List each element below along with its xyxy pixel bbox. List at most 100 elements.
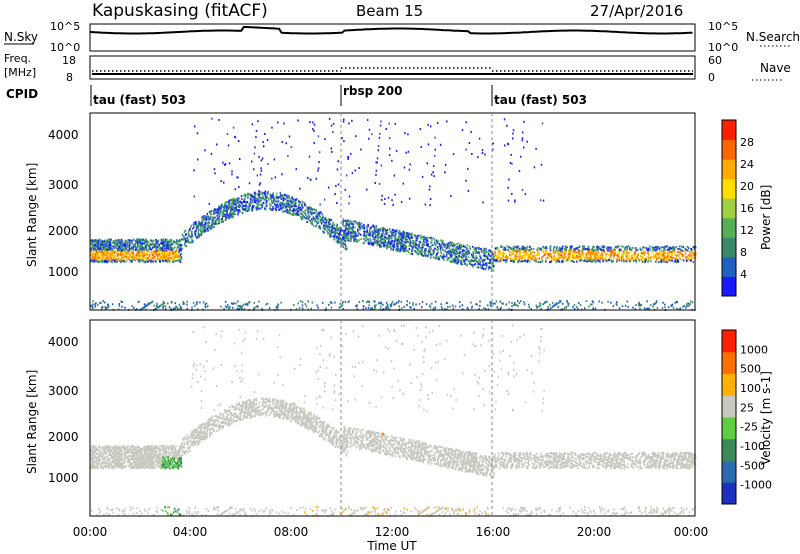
echo-point <box>662 246 665 249</box>
echo-point <box>260 196 262 199</box>
echo-point <box>435 239 438 242</box>
echo-point <box>514 250 517 253</box>
echo-point <box>180 248 182 251</box>
echo-point <box>567 258 569 261</box>
echo-point <box>439 245 441 248</box>
echo-point <box>359 223 361 226</box>
echo-point <box>654 255 657 258</box>
echo-point <box>545 246 547 249</box>
echo-point <box>524 259 526 262</box>
echo-point <box>223 209 226 212</box>
echo-point <box>606 247 608 250</box>
echo-point <box>345 224 348 227</box>
echo-point <box>227 303 229 306</box>
echo-point <box>575 254 578 257</box>
echo-point <box>136 308 138 311</box>
echo-point <box>203 230 206 233</box>
echo-point <box>176 306 179 309</box>
echo-point <box>274 202 276 205</box>
echo-point <box>310 222 312 225</box>
echo-point <box>98 244 101 247</box>
echo-point <box>123 245 126 248</box>
echo-point <box>663 258 665 261</box>
echo-point <box>401 243 404 246</box>
echo-point <box>204 222 207 225</box>
echo-point <box>158 245 161 248</box>
echo-point <box>366 237 368 240</box>
echo-point <box>238 204 240 207</box>
echo-point <box>526 247 528 250</box>
echo-point <box>144 261 147 264</box>
echo-point <box>225 216 227 219</box>
echo-point <box>459 246 462 249</box>
echo-point <box>560 253 563 256</box>
echo-point <box>529 248 531 251</box>
echo-point <box>612 260 614 263</box>
echo-point <box>476 256 478 259</box>
echo-point <box>456 245 459 248</box>
echo-point <box>270 195 272 198</box>
echo-point <box>316 216 319 219</box>
echo-point <box>228 199 230 202</box>
echo-point <box>272 205 274 208</box>
echo-point <box>325 220 328 223</box>
echo-point <box>236 201 238 204</box>
echo-point <box>238 206 241 209</box>
echo-point <box>369 233 371 236</box>
echo-point <box>343 224 345 227</box>
echo-point <box>506 257 509 260</box>
echo-point <box>332 222 334 225</box>
echo-point <box>587 247 589 250</box>
echo-point <box>111 251 114 254</box>
echo-point <box>213 210 215 213</box>
echo-point <box>366 301 368 304</box>
echo-point <box>169 256 171 259</box>
echo-point <box>247 206 250 209</box>
echo-point <box>565 248 568 251</box>
echo-point <box>430 245 432 248</box>
echo-point <box>313 211 316 214</box>
echo-point <box>460 244 462 247</box>
echo-point <box>177 259 180 262</box>
echo-point <box>231 202 233 205</box>
echo-point <box>559 254 561 257</box>
echo-point <box>92 300 94 303</box>
echo-point <box>141 245 144 248</box>
echo-point <box>390 230 393 233</box>
echo-point <box>550 255 552 258</box>
echo-point <box>134 258 137 261</box>
echo-point <box>448 246 450 249</box>
echo-point <box>404 245 407 248</box>
echo-point <box>346 247 348 250</box>
echo-point <box>634 250 636 253</box>
echo-point <box>676 247 679 250</box>
echo-point <box>607 249 609 252</box>
echo-point <box>647 249 650 252</box>
echo-point <box>327 222 330 225</box>
echo-point <box>179 245 182 248</box>
echo-point <box>219 205 221 208</box>
echo-point <box>454 257 456 260</box>
echo-point <box>516 248 519 251</box>
echo-point <box>652 303 655 306</box>
echo-point <box>541 259 544 262</box>
echo-point <box>463 246 466 249</box>
echo-point <box>489 304 492 307</box>
echo-point <box>611 260 613 263</box>
echo-point <box>314 209 317 212</box>
echo-point <box>369 307 372 310</box>
echo-point <box>251 199 254 202</box>
echo-point <box>349 240 352 243</box>
echo-point <box>685 306 687 309</box>
echo-point <box>158 258 161 261</box>
echo-point <box>129 242 132 245</box>
echo-point <box>551 301 554 304</box>
echo-point <box>576 247 579 250</box>
echo-point <box>377 234 380 237</box>
echo-point <box>458 301 461 304</box>
echo-point <box>209 210 212 213</box>
echo-point <box>493 251 496 254</box>
echo-point <box>224 202 227 205</box>
echo-point <box>399 249 402 252</box>
echo-point <box>151 252 153 255</box>
